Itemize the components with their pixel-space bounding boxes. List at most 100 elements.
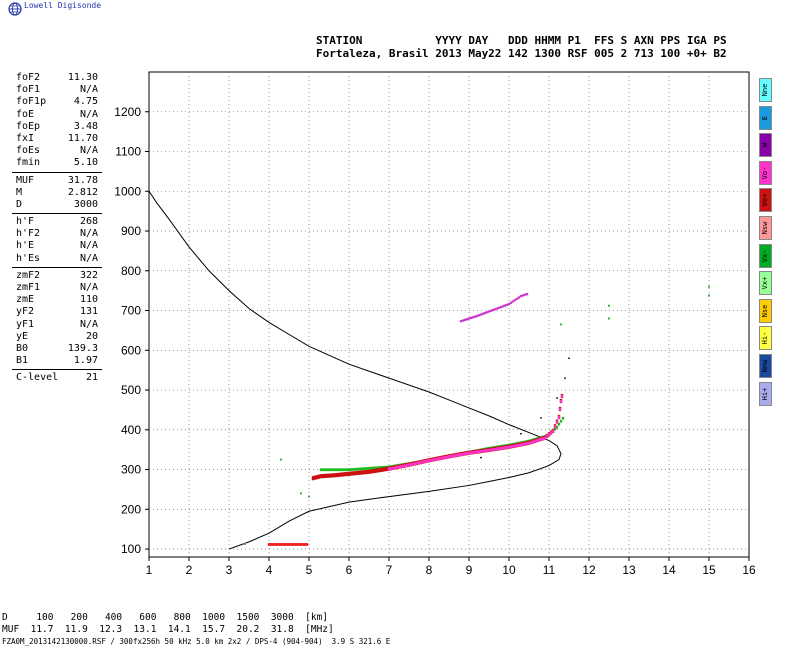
multihop-trace-point (465, 318, 469, 321)
vo-minus-trace-point (395, 465, 399, 469)
e-layer-trace-point (299, 543, 303, 546)
param-row: yF1 N/A (16, 319, 98, 331)
vo-minus-trace-point (555, 420, 559, 424)
vx-trace-point (339, 468, 343, 472)
scatter-point (560, 323, 562, 326)
multihop-trace-point (493, 308, 497, 311)
param-value: N/A (79, 84, 98, 96)
vo-minus-trace-point (539, 437, 543, 441)
vo-minus-trace-point (515, 444, 519, 447)
vo-minus-trace-point (431, 458, 435, 462)
e-layer-trace-point (273, 543, 277, 546)
e-layer-trace-point (291, 543, 295, 546)
parameter-panel: foF2 11.30 foF1 N/A foF1p 4.75 foE N/A foEp 3.48 f… (12, 72, 102, 385)
param-row: zmF1 N/A (16, 282, 98, 294)
y-tick-label: 100 (121, 542, 141, 556)
vo-minus-trace-point (489, 448, 493, 452)
y-tick-label: 300 (121, 463, 141, 477)
vo-minus-trace-point (491, 448, 495, 452)
vo-minus-trace-point (417, 461, 421, 465)
scatter-point (244, 542, 246, 545)
vo-trace-point (319, 474, 323, 479)
param-value: 21 (85, 372, 98, 384)
vo-minus-trace-point (429, 458, 433, 462)
multihop-trace-point (515, 297, 519, 300)
x-tick-label: 11 (543, 563, 556, 577)
vo-minus-trace-point (419, 460, 423, 464)
vo-minus-trace-point (471, 451, 475, 454)
param-row: zmE 110 (16, 294, 98, 306)
param-row: MUF 31.78 (16, 175, 98, 187)
param-value: 20 (85, 330, 98, 342)
vo-minus-trace-point (503, 446, 507, 450)
polarization-legend: Nne E W Vo- Vo+ Nsw Vx- Vx+ Nse Hi- Nnw Hi+ (759, 78, 772, 409)
legend-item: Hi+ (759, 381, 772, 406)
legend-label: E (761, 115, 769, 120)
vo-minus-trace-point (501, 446, 505, 450)
e-layer-trace-point (269, 543, 273, 546)
vo-minus-trace-point (485, 449, 489, 452)
legend-item: Nse (759, 298, 772, 323)
vo-trace-point (373, 468, 377, 473)
vx-trace-point (327, 468, 331, 472)
vo-minus-trace-point (443, 456, 447, 459)
legend-label: Vo+ (761, 194, 769, 207)
vx-trace-point (319, 468, 323, 472)
y-tick-label: 700 (121, 304, 141, 318)
vx-trace-point (321, 468, 325, 472)
vo-minus-trace-point (461, 452, 465, 456)
x-tick-label: 4 (266, 563, 273, 577)
vo-trace-point (379, 467, 383, 473)
param-label: C-level (16, 372, 59, 384)
vo-trace-point (349, 471, 353, 476)
vo-trace-point (321, 473, 325, 479)
multihop-trace-point (473, 315, 477, 318)
vo-trace-point (383, 467, 387, 472)
legend-label: Vx- (761, 249, 769, 262)
vx-trace-point (353, 467, 357, 471)
vx-trace-point (357, 467, 361, 471)
legend-item: Nne (759, 78, 772, 102)
multihop-trace-point (483, 311, 487, 315)
vo-minus-trace-point (547, 433, 551, 436)
vo-minus-trace-point (397, 465, 401, 469)
vo-minus-trace-point (411, 462, 415, 466)
y-tick-label: 400 (121, 423, 141, 437)
vx-trace-point (561, 416, 565, 420)
vo-minus-trace-point (435, 457, 439, 461)
extrapolation-point (564, 377, 566, 380)
param-label: foF2 (16, 72, 41, 83)
multihop-trace-point (501, 305, 505, 308)
vo-minus-trace-point (505, 445, 509, 449)
vo-minus-trace-point (543, 436, 547, 440)
vo-minus-trace-point (393, 466, 397, 470)
e-layer-trace-point (277, 543, 281, 546)
param-value: 139.3 (67, 342, 98, 354)
vo-minus-trace-point (493, 447, 497, 451)
vx-trace-point (337, 468, 341, 472)
vo-minus-trace-point (531, 440, 535, 444)
multihop-trace-point (511, 300, 515, 303)
vo-trace-point (325, 473, 329, 478)
param-row: h'F 268 (16, 216, 98, 228)
legend-label: Vx+ (761, 276, 769, 290)
vo-minus-trace-point (407, 463, 411, 467)
globe-logo-icon (8, 2, 22, 16)
legend-item: Hi- (759, 326, 772, 351)
vx-trace-point (345, 468, 349, 472)
scatter-point (280, 458, 282, 461)
param-value: 268 (79, 216, 98, 228)
param-label: zmE (16, 294, 35, 306)
extrapolation-point (540, 416, 542, 419)
station-header-values: Fortaleza, Brasil 2013 May22 142 1300 RS… (316, 47, 727, 60)
y-tick-label: 200 (121, 502, 141, 516)
extrapolation-point (480, 456, 482, 459)
vo-minus-trace-point (525, 442, 529, 445)
x-tick-label: 5 (306, 563, 313, 577)
vo-minus-trace-point (545, 434, 549, 438)
vo-minus-trace-point (467, 451, 471, 455)
param-row: yE 20 (16, 331, 98, 343)
x-tick-label: 9 (466, 563, 473, 577)
multihop-trace-point (481, 312, 485, 315)
